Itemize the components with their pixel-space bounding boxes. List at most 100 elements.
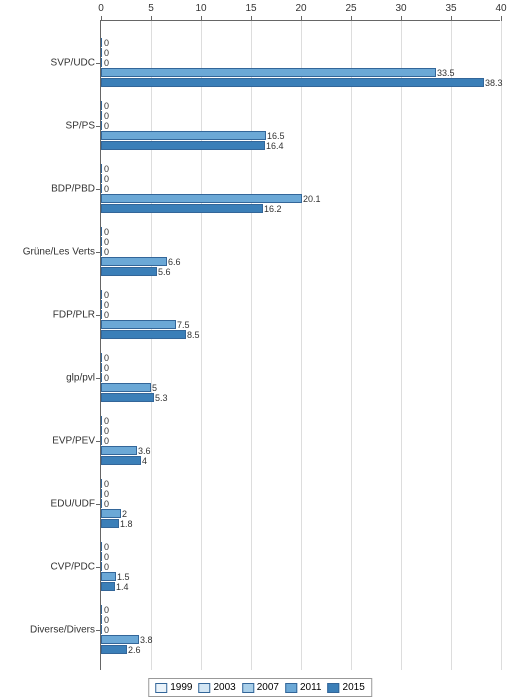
bar-value-label: 7.5 [177, 320, 190, 330]
bar: 3.8 [101, 635, 139, 644]
bar: 0 [101, 227, 102, 236]
bar: 1.8 [101, 519, 119, 528]
bar-value-label: 0 [104, 38, 109, 48]
category-label: SVP/UDC [51, 57, 95, 68]
x-tick-label: 20 [295, 3, 306, 14]
bar: 0 [101, 562, 102, 571]
bar-value-label: 20.1 [303, 194, 321, 204]
bar-value-label: 0 [104, 310, 109, 320]
bar: 0 [101, 58, 102, 67]
bar-value-label: 0 [104, 436, 109, 446]
bar: 0 [101, 164, 102, 173]
bar-value-label: 0 [104, 479, 109, 489]
x-tick [401, 16, 402, 21]
category-group: EVP/PEV0003.64 [101, 416, 500, 465]
bar: 16.5 [101, 131, 266, 140]
bar-value-label: 3.8 [140, 635, 153, 645]
category-label: EVP/PEV [52, 435, 95, 446]
bar-value-label: 0 [104, 562, 109, 572]
category-group: Diverse/Divers0003.82.6 [101, 605, 500, 654]
category-group: EDU/UDF00021.8 [101, 479, 500, 528]
category-label: Diverse/Divers [30, 624, 95, 635]
bar-value-label: 0 [104, 542, 109, 552]
bar: 33.5 [101, 68, 436, 77]
category-label: CVP/PDC [51, 561, 95, 572]
bar: 5 [101, 383, 151, 392]
bar: 16.2 [101, 204, 263, 213]
category-label: BDP/PBD [51, 183, 95, 194]
x-tick-label: 35 [445, 3, 456, 14]
category-label: FDP/PLR [53, 309, 95, 320]
bar-value-label: 8.5 [187, 330, 200, 340]
bar-value-label: 0 [104, 363, 109, 373]
bar: 0 [101, 605, 102, 614]
bar: 0 [101, 499, 102, 508]
bar-value-label: 0 [104, 489, 109, 499]
bar-value-label: 0 [104, 552, 109, 562]
bar-value-label: 33.5 [437, 68, 455, 78]
category-group: BDP/PBD00020.116.2 [101, 164, 500, 213]
bar-value-label: 2 [122, 509, 127, 519]
x-tick [501, 16, 502, 21]
bar: 0 [101, 48, 102, 57]
bar-value-label: 3.6 [138, 446, 151, 456]
category-group: SVP/UDC00033.538.3 [101, 38, 500, 87]
legend-item: 2011 [285, 682, 322, 693]
legend-swatch [242, 683, 254, 693]
bar-value-label: 16.5 [267, 131, 285, 141]
legend-label: 2003 [213, 682, 235, 693]
bar-value-label: 4 [142, 456, 147, 466]
bar-value-label: 0 [104, 625, 109, 635]
plot-area: 0510152025303540SVP/UDC00033.538.3SP/PS0… [100, 20, 500, 670]
bar: 0 [101, 426, 102, 435]
x-tick [451, 16, 452, 21]
bar-value-label: 0 [104, 111, 109, 121]
x-tick-label: 15 [245, 3, 256, 14]
x-tick-label: 40 [495, 3, 506, 14]
bar: 0 [101, 353, 102, 362]
bar: 0 [101, 290, 102, 299]
bar-value-label: 0 [104, 164, 109, 174]
bar-value-label: 16.2 [264, 204, 282, 214]
x-tick [351, 16, 352, 21]
chart-container: 0510152025303540SVP/UDC00033.538.3SP/PS0… [0, 0, 520, 700]
legend-label: 1999 [170, 682, 192, 693]
legend-item: 1999 [155, 682, 192, 693]
bar-value-label: 6.6 [168, 257, 181, 267]
x-tick-label: 25 [345, 3, 356, 14]
bar-value-label: 0 [104, 48, 109, 58]
bar-value-label: 0 [104, 615, 109, 625]
bar: 0 [101, 489, 102, 498]
bar-value-label: 0 [104, 247, 109, 257]
bar-value-label: 16.4 [266, 141, 284, 151]
bar: 1.4 [101, 582, 115, 591]
bar: 0 [101, 373, 102, 382]
bar: 0 [101, 184, 102, 193]
bar-value-label: 0 [104, 426, 109, 436]
bar: 0 [101, 121, 102, 130]
legend-swatch [155, 683, 167, 693]
x-tick [201, 16, 202, 21]
bar: 5.3 [101, 393, 154, 402]
bar: 7.5 [101, 320, 176, 329]
legend-swatch [285, 683, 297, 693]
bar-value-label: 0 [104, 184, 109, 194]
x-tick-label: 30 [395, 3, 406, 14]
x-tick-label: 5 [148, 3, 154, 14]
bar: 2 [101, 509, 121, 518]
bar: 3.6 [101, 446, 137, 455]
bar: 0 [101, 363, 102, 372]
x-tick-label: 0 [98, 3, 104, 14]
legend-swatch [328, 683, 340, 693]
bar: 20.1 [101, 194, 302, 203]
category-group: glp/pvl00055.3 [101, 353, 500, 402]
bar-value-label: 5.3 [155, 393, 168, 403]
category-label: SP/PS [66, 120, 95, 131]
category-label: Grüne/Les Verts [23, 246, 95, 257]
bar: 6.6 [101, 257, 167, 266]
legend-label: 2007 [257, 682, 279, 693]
legend-swatch [198, 683, 210, 693]
bar: 5.6 [101, 267, 157, 276]
bar: 0 [101, 111, 102, 120]
bar: 0 [101, 542, 102, 551]
